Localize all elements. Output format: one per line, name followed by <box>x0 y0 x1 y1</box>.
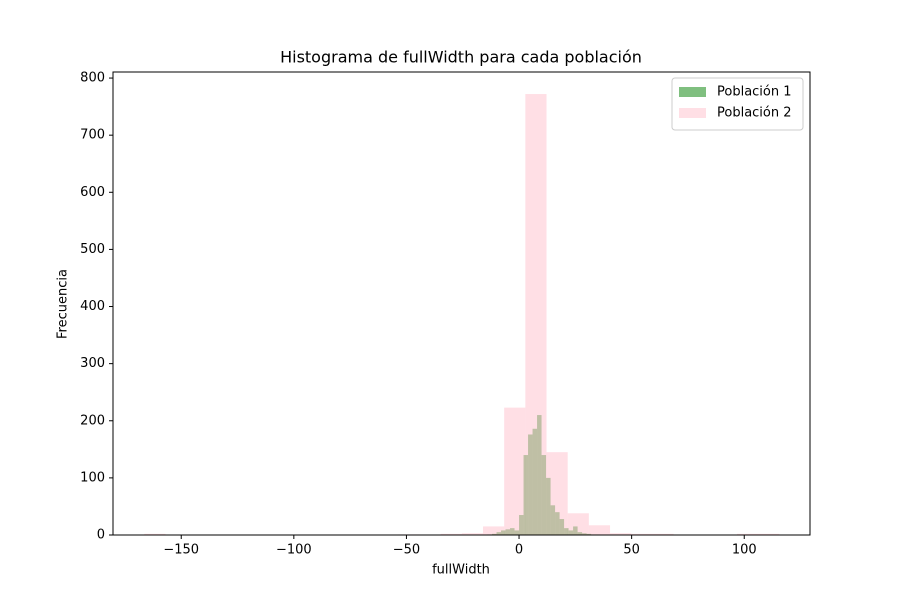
x-tick-label: −50 <box>393 543 420 558</box>
y-tick-label: 200 <box>80 413 105 428</box>
y-tick-label: 700 <box>80 128 105 143</box>
y-tick-label: 300 <box>80 356 105 371</box>
histogram-bar <box>504 407 526 535</box>
axes-frame <box>112 71 811 536</box>
histogram-bar <box>144 533 166 535</box>
histogram-bar <box>588 525 611 535</box>
y-tick-label: 600 <box>80 185 105 200</box>
histogram-bar <box>546 452 568 535</box>
histogram-bar <box>461 533 484 535</box>
x-tick-label: 50 <box>623 543 640 558</box>
legend-swatch <box>679 108 706 118</box>
histogram-bar <box>567 513 589 535</box>
histogram-bar <box>610 533 632 535</box>
legend-label: Población 1 <box>717 85 792 100</box>
legend-label: Población 2 <box>717 106 792 121</box>
x-tick-label: −150 <box>163 543 199 558</box>
histogram-bar <box>737 533 759 535</box>
x-tick-label: 100 <box>732 543 757 558</box>
x-tick-label: 0 <box>515 543 523 558</box>
chart-title: Histograma de fullWidth para cada poblac… <box>280 48 642 67</box>
histogram-bar <box>758 533 780 535</box>
y-tick-label: 500 <box>80 242 105 257</box>
legend-swatch <box>679 87 706 97</box>
histogram-bar <box>440 533 462 535</box>
y-tick-label: 100 <box>80 470 105 485</box>
histogram-bar <box>631 533 653 535</box>
histogram-bar <box>483 526 505 535</box>
y-tick-label: 0 <box>97 528 105 543</box>
x-axis-label: fullWidth <box>432 563 490 578</box>
histogram-bar <box>525 94 547 536</box>
y-tick-label: 800 <box>80 71 105 86</box>
x-tick-label: −100 <box>276 543 312 558</box>
histogram-bar <box>652 533 674 535</box>
y-tick-label: 400 <box>80 299 105 314</box>
y-axis-label: Frecuencia <box>56 269 71 339</box>
